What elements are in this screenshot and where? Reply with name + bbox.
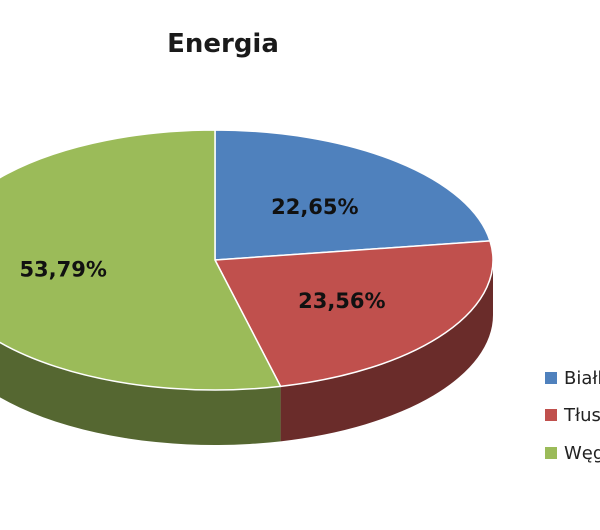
- data-labels: 22,65% 23,56% 53,79%: [19, 195, 385, 313]
- legend-label-0: Białk: [564, 368, 600, 389]
- pie-slice-2: [0, 129, 282, 391]
- legend-swatch-0: [545, 372, 557, 384]
- pie-slices: [0, 129, 494, 391]
- pie-slice-0: [214, 129, 491, 261]
- data-label-1: 23,56%: [298, 289, 385, 313]
- data-label-2: 53,79%: [19, 257, 106, 281]
- pie-slice-1: [213, 240, 494, 388]
- legend-label-2: Węg: [564, 443, 600, 464]
- legend: Białk Tłus Węg: [545, 368, 600, 464]
- slice-side-1: [280, 260, 493, 442]
- slice-side-2: [0, 342, 281, 445]
- legend-label-1: Tłus: [563, 405, 600, 426]
- legend-swatch-2: [545, 447, 557, 459]
- chart-title: Energia: [167, 29, 279, 59]
- pie-depth: [0, 260, 493, 445]
- data-label-0: 22,65%: [271, 195, 358, 219]
- legend-swatch-1: [545, 409, 557, 421]
